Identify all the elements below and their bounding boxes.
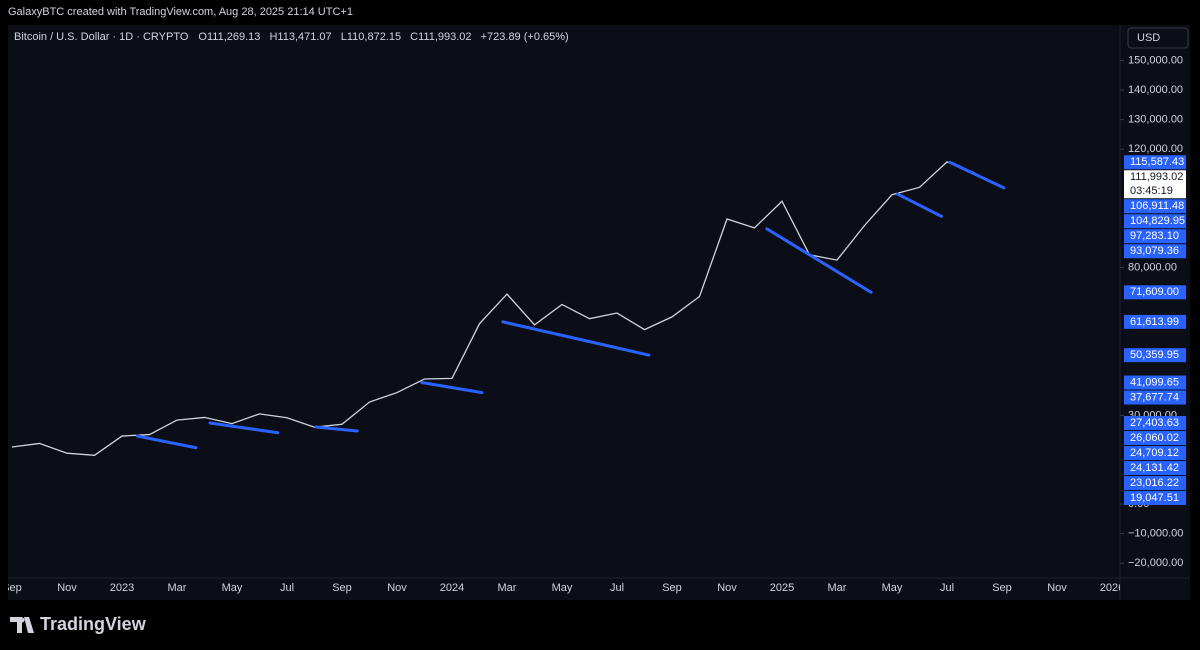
price-label-box (1124, 431, 1186, 446)
x-tick-label: Nov (57, 582, 77, 594)
x-tick-label: 2025 (770, 582, 794, 594)
x-tick-label: Jul (280, 582, 294, 594)
trendline (948, 160, 1006, 190)
y-tick-label: 80,000.00 (1128, 261, 1177, 273)
x-tick-label: Jul (940, 582, 954, 594)
ohlc-value: 113,471.07 (277, 31, 331, 43)
price-label: 37,677.74 (1130, 391, 1179, 403)
price-label: 104,829.95 (1130, 215, 1185, 227)
x-tick-label: Jul (610, 582, 624, 594)
x-tick-label: Mar (828, 582, 847, 594)
x-tick-label: Sep (332, 582, 352, 594)
legend-ohlc: O111,269.13 H113,471.07 L110,872.15 C111… (198, 31, 568, 43)
price-label: 26,060.02 (1130, 432, 1179, 444)
price-label-box (1124, 155, 1186, 170)
y-tick-label: 120,000.00 (1128, 143, 1183, 155)
trendline (896, 192, 943, 218)
price-label-box (1124, 461, 1186, 476)
price-label-box (1124, 348, 1186, 363)
x-tick-label: May (222, 582, 243, 594)
price-label-box (1124, 416, 1186, 431)
ohlc-key: C (410, 31, 418, 43)
ohlc-value: 110,872.15 (347, 31, 401, 43)
ohlc-change: +723.89 (+0.65%) (481, 31, 569, 43)
price-label-box (1124, 199, 1186, 214)
price-label-box (1124, 244, 1186, 259)
price-label: 61,613.99 (1130, 316, 1179, 328)
price-label: 115,587.43 (1130, 156, 1184, 168)
price-label: 27,403.63 (1130, 417, 1179, 429)
price-label: 23,016.22 (1130, 477, 1179, 489)
price-label: 41,099.65 (1130, 376, 1179, 388)
trendline (208, 421, 280, 435)
price-label-box (1124, 375, 1186, 390)
trendline (420, 381, 484, 395)
brand-logo: TradingView (10, 614, 147, 634)
x-tick-label: Mar (168, 582, 187, 594)
x-tick-label: Nov (1047, 582, 1067, 594)
ohlc-value: 111,993.02 (418, 31, 471, 43)
x-tick-label: Nov (717, 582, 737, 594)
ohlc-value: 111,269.13 (207, 31, 260, 43)
ohlc-key: L (341, 31, 347, 43)
ohlc-key: H (269, 31, 277, 43)
price-label: 50,359.95 (1130, 349, 1179, 361)
price-label: 24,131.42 (1130, 462, 1179, 474)
y-tick-label: 140,000.00 (1128, 84, 1183, 96)
ohlc-key: O (198, 31, 207, 43)
x-tick-label: 2026 (1100, 582, 1124, 594)
price-label: 24,709.12 (1130, 447, 1179, 459)
y-tick-label: −10,000.00 (1128, 528, 1183, 540)
currency-button[interactable] (1127, 27, 1189, 49)
price-label: 93,079.36 (1130, 245, 1179, 257)
chart-background (8, 25, 1190, 600)
brand-name: TradingView (40, 614, 147, 634)
x-tick-label: Sep (662, 582, 682, 594)
price-line (11, 161, 975, 456)
price-label-box (1124, 491, 1186, 506)
legend-symbol: Bitcoin / U.S. Dollar · 1D · CRYPTO (14, 31, 189, 43)
x-tick-label: 2024 (440, 582, 464, 594)
price-label-box (1124, 229, 1186, 244)
price-label-box (1124, 214, 1186, 229)
trendline (135, 434, 198, 450)
price-label: 19,047.51 (1130, 492, 1179, 504)
x-tick-label: May (552, 582, 573, 594)
y-tick-label: 130,000.00 (1128, 114, 1183, 126)
last-price-label: 111,993.02 (1130, 171, 1183, 183)
last-price-box (1124, 170, 1186, 199)
plot-area: Sep Nov 2023 Mar May Jul Sep Nov 2024 Mar May Jul Se… (2, 160, 1124, 594)
x-tick-label: May (882, 582, 903, 594)
price-label: 106,911.48 (1130, 200, 1184, 212)
x-tick-label: 2023 (110, 582, 134, 594)
price-label-box (1124, 476, 1186, 491)
x-tick-label: Sep (2, 582, 22, 594)
trendline (765, 227, 873, 294)
y-tick-label: −20,000.00 (1128, 557, 1183, 569)
x-tick-label: Mar (498, 582, 517, 594)
price-label: 71,609.00 (1130, 286, 1179, 298)
header: GalaxyBTC created with TradingView.com, … (8, 6, 353, 18)
price-label-box (1124, 314, 1186, 329)
x-tick-label: Nov (387, 582, 407, 594)
currency-label[interactable]: USD (1137, 32, 1160, 44)
price-label-box (1124, 285, 1186, 300)
price-label: 97,283.10 (1130, 230, 1179, 242)
trendline (501, 320, 651, 357)
y-tick-label: 150,000.00 (1128, 54, 1183, 66)
countdown: 03:45:19 (1130, 185, 1173, 197)
price-label-box (1124, 446, 1186, 461)
x-tick-label: Sep (992, 582, 1012, 594)
price-label-box (1124, 390, 1186, 405)
trendline (314, 425, 359, 433)
